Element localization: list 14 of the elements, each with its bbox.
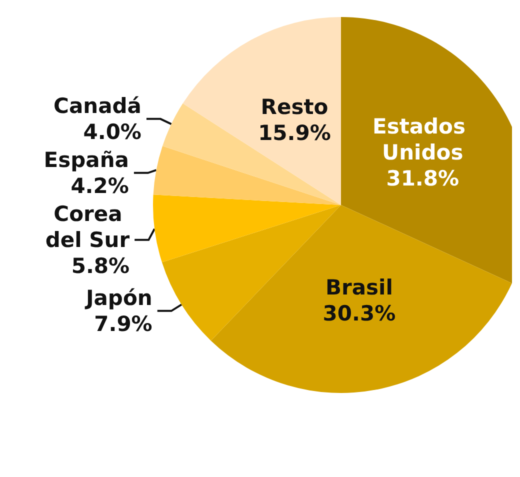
slice-label: Japón bbox=[84, 286, 152, 310]
data-label: 7.9% bbox=[94, 312, 152, 336]
data-label: 4.0% bbox=[83, 120, 142, 144]
slice-label: Resto bbox=[260, 94, 328, 119]
data-label: 15.9% bbox=[258, 120, 331, 145]
slice-label: España bbox=[44, 148, 129, 172]
data-label: 31.8% bbox=[386, 166, 460, 191]
data-label: 5.8% bbox=[71, 254, 130, 278]
data-label: 30.3% bbox=[322, 301, 396, 326]
slice-label: Corea del Sur bbox=[45, 202, 130, 252]
slice-label: Canadá bbox=[54, 94, 142, 118]
slice-label: Estados Unidos bbox=[372, 114, 473, 165]
data-label: 4.2% bbox=[70, 174, 129, 198]
slice-label: Brasil bbox=[325, 275, 393, 300]
